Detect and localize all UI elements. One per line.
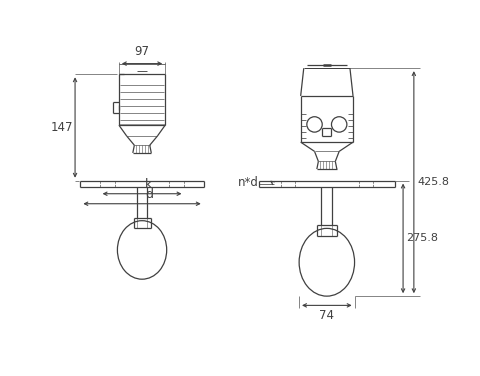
Text: d: d [145,188,153,201]
Text: k: k [145,177,152,191]
Text: 74: 74 [319,309,335,322]
Text: 275.8: 275.8 [406,233,438,243]
Text: 147: 147 [50,121,73,134]
Text: 425.8: 425.8 [417,177,449,187]
Text: n*d: n*d [238,176,258,190]
Text: 97: 97 [134,45,150,58]
